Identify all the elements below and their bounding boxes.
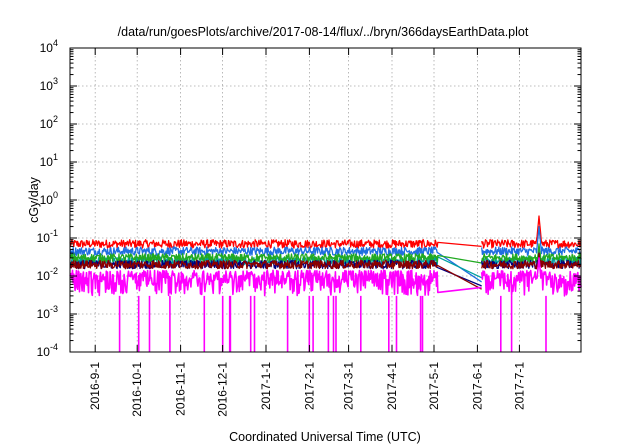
y-tick-label: 101 bbox=[40, 152, 58, 169]
y-tick-label: 103 bbox=[40, 76, 58, 93]
series-dropouts bbox=[118, 295, 547, 352]
series-line bbox=[69, 252, 582, 290]
y-tick-label: 10-4 bbox=[37, 342, 58, 359]
y-tick-label: 10-3 bbox=[37, 304, 58, 321]
y-tick-label: 10-1 bbox=[37, 228, 58, 245]
y-tick-label: 100 bbox=[40, 190, 58, 207]
grid-lines bbox=[70, 48, 581, 352]
series-line bbox=[69, 243, 582, 264]
y-tick-labels: 10-4 10-3 10-2 10-1 100 101 102 103 104 bbox=[37, 38, 58, 359]
series-line bbox=[69, 257, 582, 352]
x-tick-label: 2017-4-1 bbox=[385, 362, 399, 410]
x-axis-label: Coordinated Universal Time (UTC) bbox=[229, 430, 421, 444]
x-tick-label: 2016-9-1 bbox=[88, 362, 102, 410]
series-path bbox=[69, 252, 582, 290]
x-tick-label: 2017-7-1 bbox=[512, 362, 526, 410]
x-tick-label: 2016-10-1 bbox=[130, 362, 144, 417]
x-tick-label: 2017-6-1 bbox=[470, 362, 484, 410]
tick-marks bbox=[70, 47, 581, 353]
x-tick-label: 2017-2-1 bbox=[302, 362, 316, 410]
series-line bbox=[69, 215, 582, 249]
x-tick-label: 2017-3-1 bbox=[342, 362, 356, 410]
y-tick-label: 10-2 bbox=[37, 266, 58, 283]
x-tick-label: 2016-11-1 bbox=[174, 362, 188, 416]
series-path bbox=[69, 215, 582, 249]
y-tick-label: 102 bbox=[40, 114, 58, 131]
x-tick-label: 2017-5-1 bbox=[427, 362, 441, 410]
x-tick-label: 2016-12-1 bbox=[216, 362, 230, 417]
y-axis-label: cGy/day bbox=[27, 176, 41, 223]
x-tick-labels: 2016-9-1 2016-10-1 2016-11-1 2016-12-1 2017-… bbox=[88, 362, 526, 417]
chart-title: /data/run/goesPlots/archive/2017-08-14/f… bbox=[118, 25, 529, 39]
series-path bbox=[69, 257, 582, 297]
series-path bbox=[69, 243, 582, 264]
y-tick-label: 104 bbox=[40, 38, 58, 55]
series-path bbox=[69, 225, 582, 283]
series-layer bbox=[69, 215, 582, 352]
series-line bbox=[69, 225, 582, 283]
x-tick-label: 2017-1-1 bbox=[259, 362, 273, 410]
